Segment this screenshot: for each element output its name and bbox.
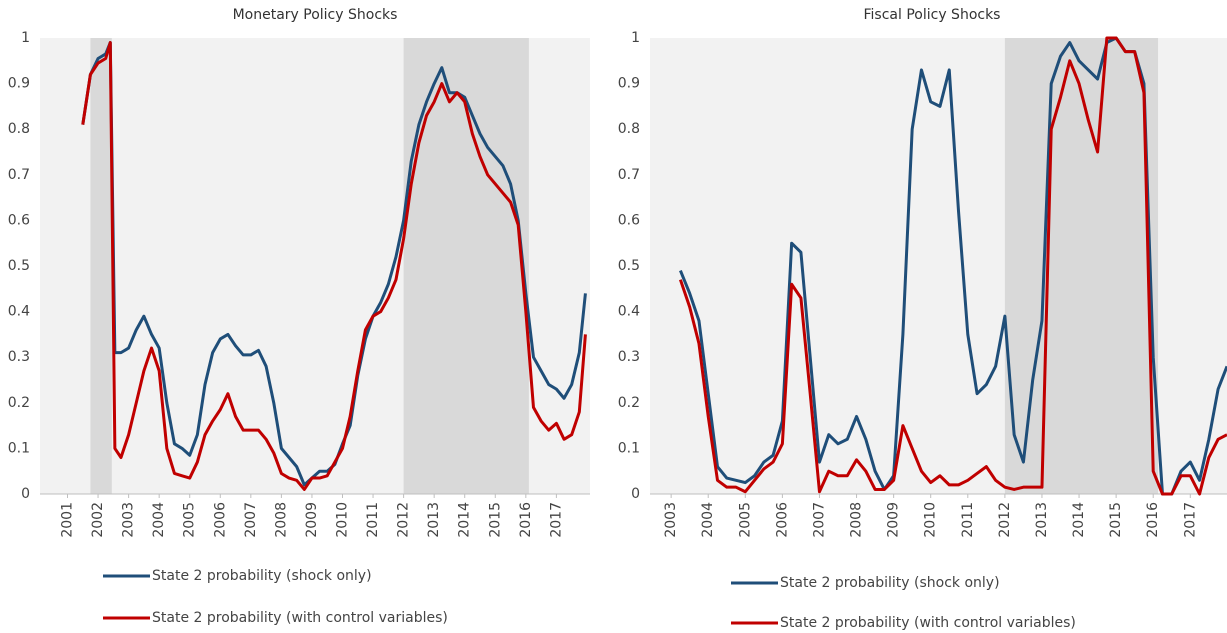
y-tick-label: 0.2: [618, 395, 640, 411]
y-tick-label: 0.2: [8, 395, 30, 411]
legend-label: State 2 probability (shock only): [152, 568, 372, 584]
y-tick-label: 0.8: [618, 121, 640, 137]
y-tick-label: 0.8: [8, 121, 30, 137]
x-tick-label: 2015: [1108, 502, 1124, 538]
x-tick-label: 2014: [457, 502, 473, 538]
y-tick-label: 0.3: [8, 349, 30, 365]
x-tick-label: 2008: [273, 502, 289, 538]
x-tick-label: 2015: [487, 502, 503, 538]
x-tick-label: 2012: [997, 502, 1013, 538]
x-tick-label: 2003: [121, 502, 137, 538]
x-tick-label: 2007: [243, 502, 259, 538]
chart-title: Fiscal Policy Shocks: [864, 7, 1001, 23]
y-tick-label: 0.5: [8, 258, 30, 274]
x-tick-label: 2017: [1182, 502, 1198, 538]
x-tick-label: 2002: [90, 502, 106, 538]
series-line: [81, 41, 587, 491]
shaded-region: [1004, 38, 1159, 494]
y-tick-label: 0.9: [618, 76, 640, 92]
x-tick-label: 2010: [923, 502, 939, 538]
x-tick-label: 2006: [212, 502, 228, 538]
x-tick-label: 2003: [663, 502, 679, 538]
series-line: [678, 36, 1227, 496]
x-tick-label: 2006: [774, 502, 790, 538]
y-tick-label: 0.6: [618, 212, 640, 228]
x-tick-label: 2004: [151, 502, 167, 538]
x-tick-label: 2004: [700, 502, 716, 538]
x-tick-label: 2013: [1034, 502, 1050, 538]
shaded-region: [90, 38, 112, 494]
y-tick-label: 0.5: [618, 258, 640, 274]
x-tick-label: 2016: [518, 502, 534, 538]
x-tick-label: 2011: [960, 502, 976, 538]
x-tick-label: 2005: [182, 502, 198, 538]
y-tick-label: 0.1: [8, 440, 30, 456]
x-tick-label: 2013: [426, 502, 442, 538]
x-tick-label: 2009: [304, 502, 320, 538]
x-tick-label: 2012: [396, 502, 412, 538]
y-tick-label: 0.7: [618, 167, 640, 183]
x-tick-label: 2014: [1071, 502, 1087, 538]
y-tick-label: 1: [631, 30, 640, 46]
y-tick-label: 0.4: [8, 304, 30, 320]
x-tick-label: 2011: [365, 502, 381, 538]
legend-label: State 2 probability (with control variab…: [152, 610, 448, 626]
y-tick-label: 0: [21, 486, 30, 502]
x-tick-label: 2016: [1145, 502, 1161, 538]
x-tick-label: 2007: [811, 502, 827, 538]
y-tick-label: 0.3: [618, 349, 640, 365]
legend-label: State 2 probability (shock only): [780, 575, 1000, 591]
x-tick-label: 2017: [548, 502, 564, 538]
x-tick-label: 2009: [886, 502, 902, 538]
chart-title: Monetary Policy Shocks: [233, 7, 398, 23]
legend-label: State 2 probability (with control variab…: [780, 615, 1076, 631]
y-tick-label: 0.7: [8, 167, 30, 183]
x-tick-label: 2001: [60, 502, 76, 538]
y-tick-label: 1: [21, 30, 30, 46]
y-tick-label: 0: [631, 486, 640, 502]
x-tick-label: 2005: [737, 502, 753, 538]
y-tick-label: 0.6: [8, 212, 30, 228]
y-tick-label: 0.1: [618, 440, 640, 456]
y-tick-label: 0.4: [618, 304, 640, 320]
x-tick-label: 2008: [849, 502, 865, 538]
x-tick-label: 2010: [335, 502, 351, 538]
y-tick-label: 0.9: [8, 76, 30, 92]
